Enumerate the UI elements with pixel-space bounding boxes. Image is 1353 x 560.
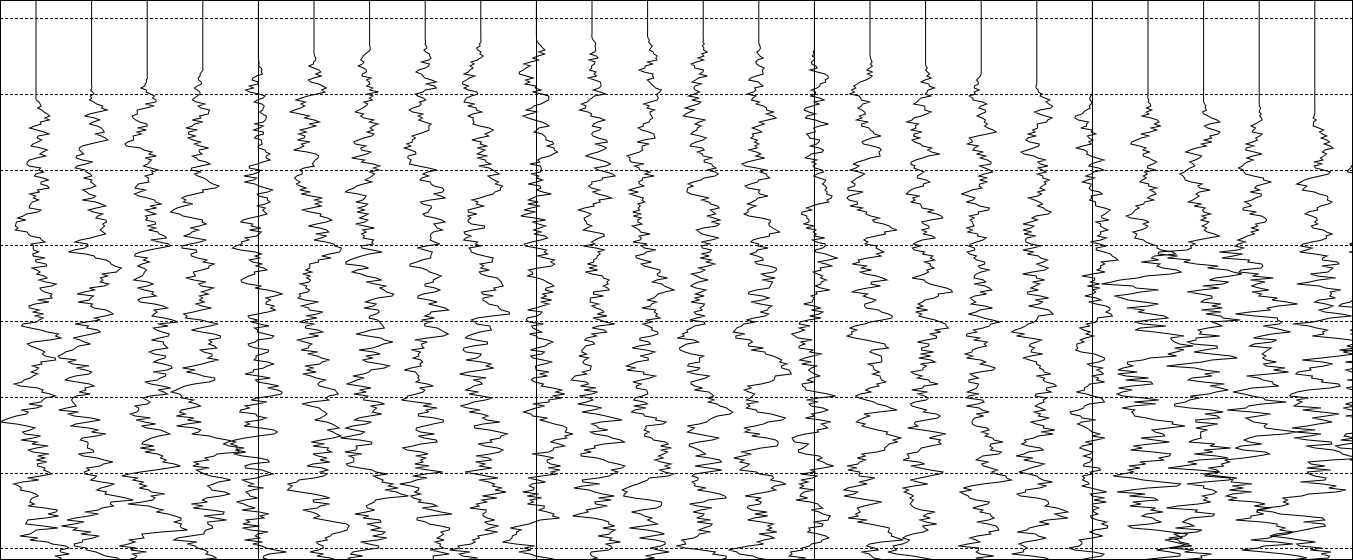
trace [1203,0,1308,560]
trace [286,0,350,560]
trace [222,0,287,560]
trace [449,0,511,560]
trace [787,0,840,560]
trace [570,0,627,560]
trace [0,0,71,560]
trace [57,0,134,560]
trace [728,0,793,560]
trace [399,0,453,560]
trace [1068,0,1120,560]
trace [340,0,409,560]
trace [620,0,676,560]
trace [1256,0,1353,560]
trace [676,0,734,560]
trace [119,0,188,560]
trace [169,0,240,560]
trace [1157,0,1243,560]
trace [842,0,904,560]
trace [887,0,954,560]
trace [1101,0,1194,560]
trace [958,0,1014,560]
trace [502,0,573,560]
trace [1010,0,1070,560]
